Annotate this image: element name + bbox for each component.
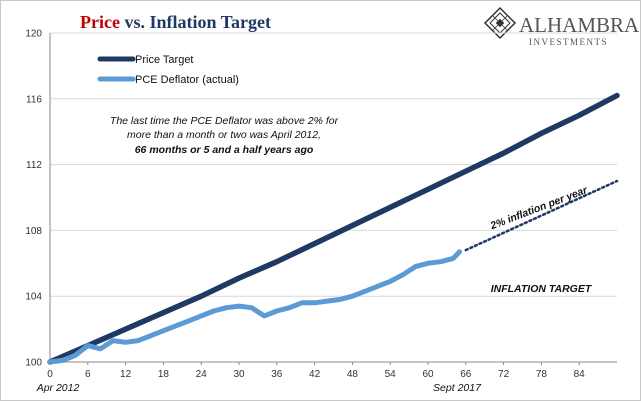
annotation: The last time the PCE Deflator was above… bbox=[110, 115, 339, 156]
y-tick-label: 120 bbox=[25, 29, 42, 40]
x-tick-label: 12 bbox=[120, 369, 132, 380]
dotted-line-label: 2% inflation per year bbox=[488, 184, 590, 233]
x-tick-label: 84 bbox=[574, 369, 586, 380]
legend: Price Target PCE Deflator (actual) bbox=[97, 54, 239, 86]
x-tick-label: 24 bbox=[196, 369, 208, 380]
x-tick-label: 60 bbox=[422, 369, 434, 380]
y-tick-label: 108 bbox=[25, 226, 42, 237]
x-tick-label: 78 bbox=[536, 369, 548, 380]
x-tick-label: 18 bbox=[158, 369, 170, 380]
x-tick-label: 6 bbox=[85, 369, 91, 380]
x-tick-label: 54 bbox=[385, 369, 397, 380]
series-line-2pct-projection bbox=[464, 179, 619, 252]
y-tick-label: 100 bbox=[25, 358, 42, 369]
axes: 100 104 108 112 116 120 0 6 12 18 24 30 36 42 48 54 60 66… bbox=[25, 29, 617, 380]
title-price: Price bbox=[80, 12, 120, 32]
x-tick-label: 42 bbox=[309, 369, 321, 380]
series-group bbox=[47, 92, 620, 365]
y-tick-label: 104 bbox=[25, 292, 42, 303]
title-vs: vs. bbox=[120, 12, 150, 32]
x-tick-label: 48 bbox=[347, 369, 359, 380]
annotation-line-2: more than a month or two was April 2012, bbox=[127, 129, 321, 141]
y-tick-label: 112 bbox=[26, 160, 42, 171]
series-line-pce-deflator bbox=[47, 249, 462, 365]
x-tick-label: 66 bbox=[460, 369, 472, 380]
x-tick-label: 72 bbox=[498, 369, 510, 380]
y-tick-label: 116 bbox=[26, 94, 42, 105]
x-tick-label: 0 bbox=[47, 369, 53, 380]
x-tick-label: 30 bbox=[233, 369, 245, 380]
x-tick-label: 36 bbox=[271, 369, 283, 380]
inflation-target-label: INFLATION TARGET bbox=[491, 283, 593, 295]
alhambra-logo: ALHAMBRA INVESTMENTS bbox=[483, 6, 640, 47]
annotation-line-3: 66 months or 5 and a half years ago bbox=[135, 144, 314, 156]
series-line-price-target bbox=[47, 92, 620, 365]
annotation-line-1: The last time the PCE Deflator was above… bbox=[110, 115, 339, 127]
x-start-label: Apr 2012 bbox=[36, 382, 80, 394]
chart-title: Price vs. Inflation Target bbox=[80, 12, 271, 32]
title-inflation-target: Inflation Target bbox=[149, 12, 271, 32]
diamond-lattice-icon bbox=[483, 6, 517, 40]
legend-label-price-target: Price Target bbox=[135, 54, 194, 66]
legend-label-pce: PCE Deflator (actual) bbox=[135, 74, 239, 86]
x-end-label: Sept 2017 bbox=[433, 382, 482, 394]
logo-subtitle: INVESTMENTS bbox=[529, 37, 608, 47]
